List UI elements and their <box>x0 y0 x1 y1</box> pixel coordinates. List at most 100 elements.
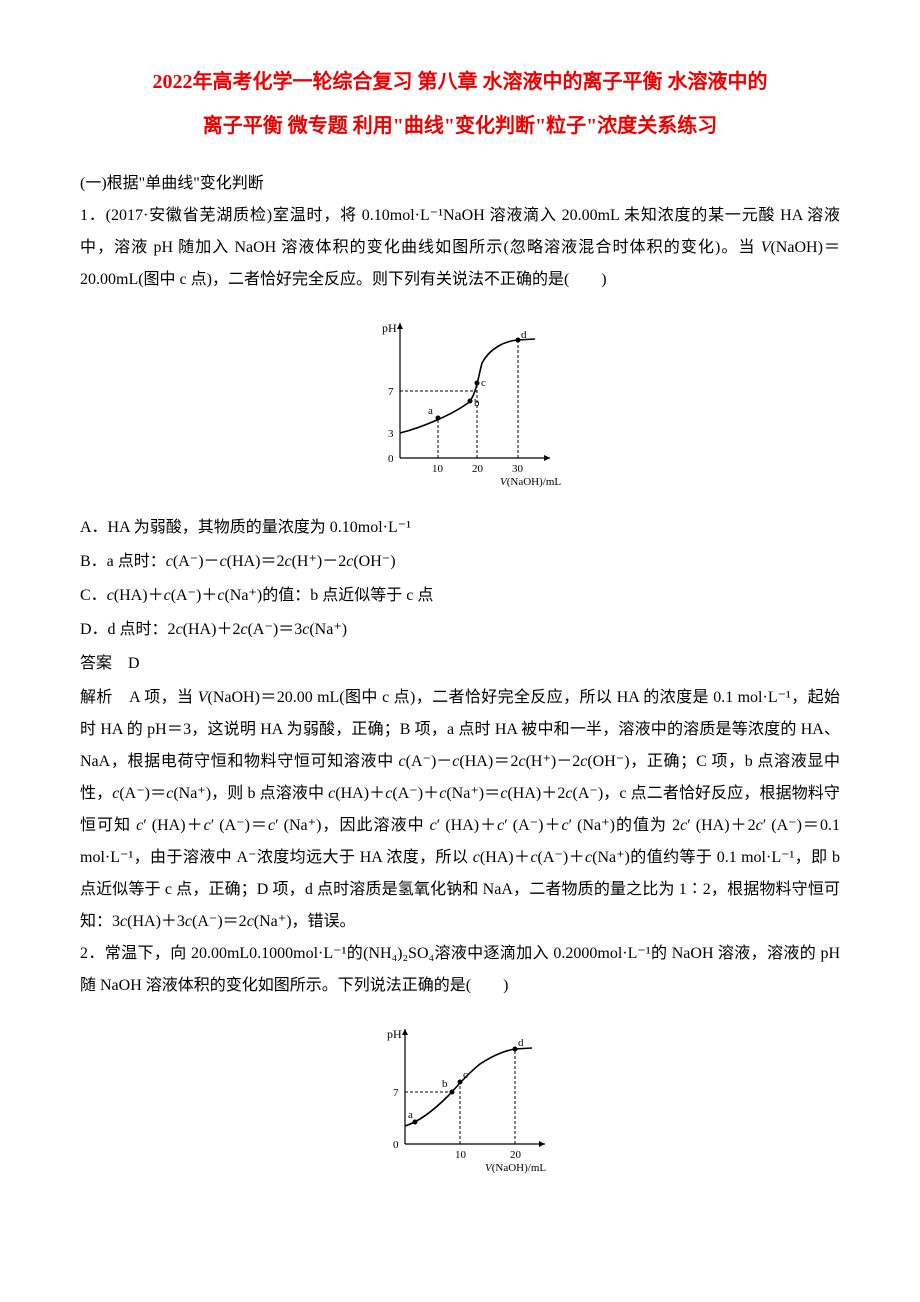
q1-answer: 答案 D <box>80 648 840 680</box>
x-tick-10: 10 <box>432 463 444 475</box>
expl-17: ′ (HA)＋ <box>437 817 497 834</box>
expl-v: V <box>198 689 208 706</box>
c-var: c <box>204 817 211 834</box>
q1-optC-4: (Na⁺)的值：b 点近似等于 c 点 <box>224 587 433 604</box>
point-d <box>516 338 521 343</box>
x2-tick-10: 10 <box>455 1149 467 1161</box>
expl-20: ′ (HA)＋2 <box>687 817 755 834</box>
q2-stem: 2．常温下，向 20.00mL0.1000mol·L⁻¹的(NH₄)₂SO₄溶液… <box>80 938 840 1002</box>
q1-optD-2: (HA)＋2 <box>183 621 241 638</box>
label2-c: c <box>463 1069 468 1081</box>
x-tick-20: 20 <box>472 463 484 475</box>
y-tick-3: 3 <box>388 428 394 440</box>
y2-tick-0: 0 <box>393 1139 399 1151</box>
section-header-1: (一)根据"单曲线"变化判断 <box>80 168 840 200</box>
expl-10: (A⁻)＋ <box>392 785 439 802</box>
label-c: c <box>481 377 486 389</box>
c-var: c <box>176 621 183 638</box>
q1-figure: 0 3 7 pH 10 20 30 V(NaOH)/mL a b c d <box>80 308 840 500</box>
expl-18: ′ (A⁻)＋ <box>504 817 561 834</box>
expl-4: (HA)＝2 <box>459 753 518 770</box>
x2-tick-20: 20 <box>510 1149 522 1161</box>
c-var: c <box>220 553 227 570</box>
q1-stem-v: V <box>761 239 771 256</box>
q1-optB-5: (OH⁻) <box>353 553 395 570</box>
c-var: c <box>185 913 192 930</box>
c-var: c <box>284 553 291 570</box>
y-tick-7: 7 <box>388 386 394 398</box>
page-title: 2022年高考化学一轮综合复习 第八章 水溶液中的离子平衡 水溶液中的 离子平衡… <box>80 60 840 148</box>
q1-opt-d: D．d 点时：2c(HA)＋2c(A⁻)＝3c(Na⁺) <box>80 614 840 646</box>
label2-a: a <box>408 1109 413 1121</box>
y2-label: pH <box>387 1027 402 1041</box>
expl-7: (A⁻)＝ <box>119 785 166 802</box>
expl-22: (HA)＋ <box>480 849 531 866</box>
q1-optB-2: (A⁻)－ <box>173 553 220 570</box>
q1-opt-b: B．a 点时：c(A⁻)－c(HA)＝2c(H⁺)－2c(OH⁻) <box>80 546 840 578</box>
x-tick-30: 30 <box>512 463 524 475</box>
expl-23: (A⁻)＋ <box>538 849 585 866</box>
c-var: c <box>530 849 537 866</box>
label-a: a <box>428 405 433 417</box>
chart-bg <box>350 308 570 488</box>
q2-chart: 0 7 pH 10 20 V(NaOH)/mL a b c d <box>360 1014 560 1174</box>
q1-optC-2: (HA)＋ <box>114 587 164 604</box>
c-var: c <box>107 587 114 604</box>
point2-d <box>513 1047 518 1052</box>
point-c <box>475 381 480 386</box>
expl-11: (Na⁺)＝ <box>446 785 500 802</box>
q1-stem-1: 1．(2017·安徽省芜湖质检)室温时，将 0.10mol·L⁻¹NaOH 溶液… <box>80 207 840 256</box>
q1-opt-c: C．c(HA)＋c(A⁻)＋c(Na⁺)的值：b 点近似等于 c 点 <box>80 580 840 612</box>
expl-3: (A⁻)－ <box>406 753 453 770</box>
expl-26: (A⁻)＝2 <box>192 913 247 930</box>
q1-optD-1: D．d 点时：2 <box>80 621 176 638</box>
c-var: c <box>166 553 173 570</box>
expl-8: (Na⁺)，则 b 点溶液中 <box>173 785 328 802</box>
c-var: c <box>247 913 254 930</box>
q1-optB-1: B．a 点时： <box>80 553 166 570</box>
q1-stem: 1．(2017·安徽省芜湖质检)室温时，将 0.10mol·L⁻¹NaOH 溶液… <box>80 200 840 296</box>
title-line-1: 2022年高考化学一轮综合复习 第八章 水溶液中的离子平衡 水溶液中的 <box>80 60 840 104</box>
title-line-2: 离子平衡 微专题 利用"曲线"变化判断"粒子"浓度关系练习 <box>80 104 840 148</box>
expl-14: ′ (HA)＋ <box>143 817 203 834</box>
c-var: c <box>399 753 406 770</box>
expl-15: ′ (A⁻)＝ <box>211 817 268 834</box>
y-label: pH <box>382 321 397 335</box>
c-var: c <box>518 753 525 770</box>
expl-25: (HA)＋3 <box>127 913 185 930</box>
c-var: c <box>562 817 569 834</box>
label2-b: b <box>442 1078 448 1090</box>
q1-optB-4: (H⁺)－2 <box>292 553 347 570</box>
expl-1: 解析 A 项，当 <box>80 689 198 706</box>
point2-c <box>458 1080 463 1085</box>
q1-optC-3: (A⁻)＋ <box>171 587 218 604</box>
point-a <box>436 416 441 421</box>
point-b <box>468 399 473 404</box>
point2-a <box>413 1120 418 1125</box>
point2-b <box>450 1090 455 1095</box>
label2-d: d <box>518 1037 524 1049</box>
expl-5: (H⁺)－2 <box>526 753 581 770</box>
q1-explanation: 解析 A 项，当 V(NaOH)＝20.00 mL(图中 c 点)，二者恰好完全… <box>80 682 840 938</box>
label-d: d <box>521 329 527 341</box>
x2-label: V(NaOH)/mL <box>485 1162 546 1174</box>
c-var: c <box>565 785 572 802</box>
expl-19: ′ (Na⁺)的值为 2 <box>569 817 680 834</box>
q1-optB-3: (HA)＝2 <box>227 553 285 570</box>
q1-optC-1: C． <box>80 587 107 604</box>
c-var: c <box>164 587 171 604</box>
c-var: c <box>756 817 763 834</box>
expl-16: ′ (Na⁺)，因此溶液中 <box>275 817 430 834</box>
x-label: V(NaOH)/mL <box>500 476 561 488</box>
q1-optD-4: (Na⁺) <box>309 621 347 638</box>
q2-figure: 0 7 pH 10 20 V(NaOH)/mL a b c d <box>80 1014 840 1186</box>
expl-27: (Na⁺)，错误。 <box>254 913 356 930</box>
c-var: c <box>240 621 247 638</box>
expl-12: (HA)＋2 <box>507 785 565 802</box>
y2-tick-7: 7 <box>393 1087 399 1099</box>
label-b: b <box>474 397 480 409</box>
c-var: c <box>473 849 480 866</box>
c-var: c <box>430 817 437 834</box>
q1-opt-a: A．HA 为弱酸，其物质的量浓度为 0.10mol·L⁻¹ <box>80 512 840 544</box>
q1-chart: 0 3 7 pH 10 20 30 V(NaOH)/mL a b c d <box>350 308 570 488</box>
